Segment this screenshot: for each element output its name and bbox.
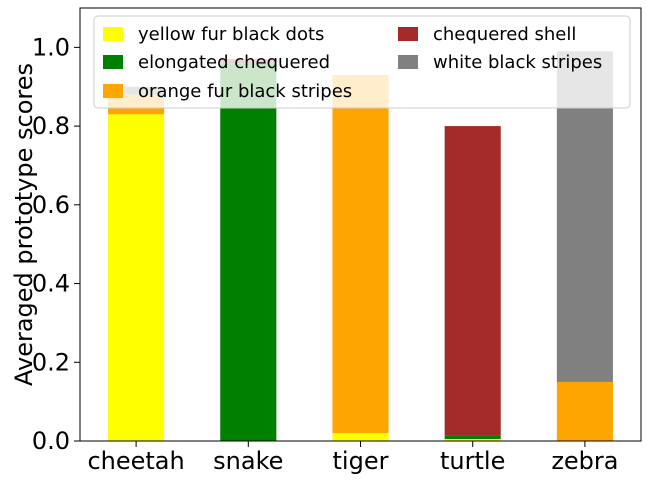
x-axis: cheetah snake tiger turtle zebra (87, 441, 618, 475)
x-tick-label-zebra: zebra (551, 447, 618, 475)
y-tick-label: 0.2 (32, 348, 70, 376)
legend-box (93, 15, 631, 109)
legend-swatch (103, 84, 123, 98)
legend-label: orange fur black stripes (138, 81, 352, 102)
legend-label: white black stripes (433, 52, 602, 73)
x-tick-label-turtle: turtle (440, 447, 505, 475)
bars-layer (108, 51, 613, 442)
legend-label: elongated chequered (138, 52, 330, 73)
y-tick-label: 0.8 (32, 112, 70, 140)
x-tick-label-cheetah: cheetah (87, 447, 184, 475)
y-tick-label: 1.0 (32, 33, 70, 61)
bar-cheetah-yellow-fur-black-dots (108, 114, 165, 442)
bar-turtle-yellow-fur-black-dots (444, 439, 501, 441)
bar-tiger-orange-fur-black-stripes (332, 74, 389, 434)
legend: yellow fur black dots elongated chequered… (93, 15, 631, 109)
y-tick-label: 0.4 (32, 270, 70, 298)
x-tick-label-tiger: tiger (333, 447, 389, 475)
y-axis-title: Averaged prototype scores (10, 63, 38, 386)
y-tick-label: 0.0 (32, 427, 70, 455)
bar-turtle-chequered-shell (444, 126, 501, 436)
bar-tiger-yellow-fur-black-dots (332, 433, 389, 441)
legend-swatch (398, 55, 418, 69)
legend-label: yellow fur black dots (138, 24, 324, 45)
y-tick-label: 0.6 (32, 191, 70, 219)
bar-zebra-orange-fur-black-stripes (556, 381, 613, 441)
x-tick-label-snake: snake (213, 447, 283, 475)
y-axis: 0.0 0.2 0.4 0.6 0.8 1.0 (32, 33, 80, 455)
legend-swatch (103, 27, 123, 41)
legend-swatch (398, 27, 418, 41)
bar-turtle-elongated-chequered (444, 435, 501, 440)
legend-label: chequered shell (433, 24, 576, 45)
bar-snake-elongated-chequered (220, 63, 277, 441)
legend-swatch (103, 55, 123, 69)
